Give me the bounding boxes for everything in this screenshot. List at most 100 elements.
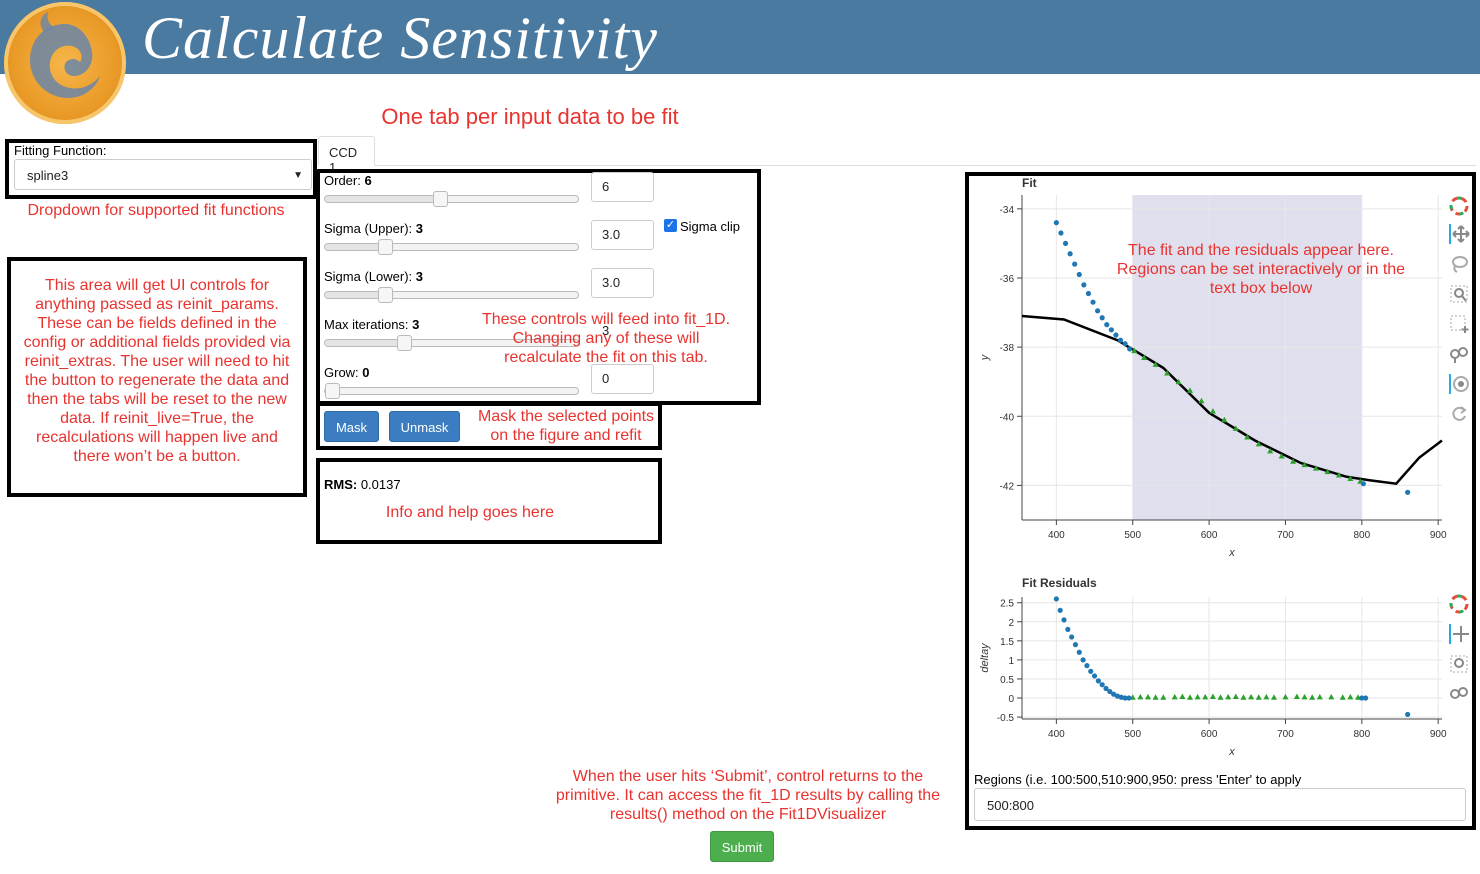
fitted-point	[1187, 694, 1193, 700]
x-tick-label: 700	[1277, 530, 1294, 541]
fitted-point	[1198, 397, 1205, 404]
masked-point	[1076, 649, 1082, 655]
app-header: Calculate Sensitivity	[0, 0, 1480, 74]
masked-point	[1095, 678, 1101, 684]
max-iterations-input[interactable]: 3	[602, 323, 610, 338]
masked-point	[1053, 596, 1059, 602]
regions-input[interactable]: 500:800	[974, 788, 1466, 821]
max-iterations-slider[interactable]	[324, 335, 579, 351]
masked-point	[1076, 271, 1082, 278]
reset-icon[interactable]	[1449, 404, 1469, 424]
fitted-point	[1301, 461, 1308, 468]
slider-handle[interactable]	[397, 335, 412, 351]
fit-plot-toolbar	[1446, 192, 1472, 432]
regions-label: Regions (i.e. 100:500,510:900,950: press…	[974, 772, 1302, 787]
x-tick-label: 400	[1048, 729, 1065, 740]
fit-chart-group: 400 500 600 700 800 900 -34 -36 -38 -40 -42 x y	[979, 195, 1447, 559]
fitted-point	[1194, 693, 1201, 700]
residuals-plot[interactable]: Fit Residuals 400 500 600 700 800 900 2.5 2 1.5 1…	[968, 575, 1476, 770]
grow-label: Grow: 0	[324, 365, 370, 380]
wheel-zoom-icon[interactable]	[1449, 344, 1469, 364]
fitted-point	[1255, 440, 1262, 447]
order-slider[interactable]	[324, 191, 579, 207]
grow-slider[interactable]	[324, 383, 579, 399]
lasso-tool-icon[interactable]	[1449, 254, 1469, 274]
tab-ccd-1[interactable]: CCD 1	[318, 136, 375, 175]
y-tick-label: 2	[1008, 618, 1014, 629]
x-tick-label: 800	[1353, 530, 1370, 541]
fit-plot[interactable]: Fit 400 500 600 700 800 900 -34 -36 -38 -40 -42 x y	[968, 175, 1476, 575]
slider-handle[interactable]	[433, 191, 448, 207]
masked-point	[1095, 308, 1101, 314]
order-input[interactable]: 6	[591, 172, 654, 202]
box-zoom-icon[interactable]	[1449, 284, 1469, 304]
x-axis-label: x	[1228, 746, 1235, 758]
bokeh-logo-icon[interactable]	[1449, 594, 1469, 614]
masked-point	[1061, 617, 1067, 623]
fitting-function-select[interactable]: spline3 ▼	[14, 159, 312, 190]
masked-point	[1108, 327, 1114, 333]
fitted-point	[1328, 693, 1335, 700]
y-tick-label: 1.5	[1000, 637, 1014, 648]
sigma-clip-checkbox[interactable]: ✓	[664, 219, 677, 232]
masked-point	[1088, 668, 1094, 674]
slider-handle[interactable]	[325, 383, 340, 399]
fitted-point	[1145, 693, 1151, 700]
y-tick-label: 2.5	[1000, 599, 1014, 610]
order-label: Order: 6	[324, 173, 372, 188]
fitting-function-value: spline3	[27, 168, 69, 183]
fitted-point	[1141, 354, 1148, 360]
masked-point	[1099, 315, 1105, 321]
dragon-logo-icon	[4, 2, 126, 124]
masked-point	[1053, 220, 1059, 226]
y-tick-label: -36	[1000, 274, 1015, 285]
fitting-function-box	[5, 139, 317, 199]
masked-point	[1359, 695, 1365, 701]
tab-divider	[318, 165, 1476, 166]
x-tick-label: 700	[1277, 729, 1294, 740]
fitted-point	[1131, 347, 1138, 354]
mask-button[interactable]: Mask	[324, 411, 379, 442]
info-annotation: Info and help goes here	[385, 504, 555, 521]
fitted-point	[1171, 693, 1178, 700]
box-zoom-icon[interactable]	[1449, 654, 1469, 674]
reinit-annotation: This area will get UI controls for anyth…	[23, 277, 291, 465]
grow-input[interactable]: 0	[591, 364, 654, 394]
masked-point	[1081, 282, 1087, 288]
fitted-point	[1293, 693, 1300, 700]
mask-annotation: Mask the selected points on the figure a…	[477, 408, 655, 444]
sigma-upper-slider[interactable]	[324, 239, 579, 255]
fitted-point	[1324, 468, 1331, 475]
unmask-button[interactable]: Unmask	[389, 411, 460, 442]
pan-tool-icon[interactable]	[1449, 624, 1469, 644]
fitted-point	[1290, 458, 1297, 464]
masked-point	[1058, 230, 1064, 236]
bokeh-logo-icon[interactable]	[1449, 196, 1469, 216]
y-tick-label: -34	[1000, 205, 1015, 216]
submit-button[interactable]: Submit	[710, 831, 774, 862]
fitted-point	[1255, 694, 1262, 700]
pan-tool-icon[interactable]	[1449, 224, 1470, 244]
tap-tool-icon[interactable]	[1449, 374, 1469, 394]
selected-region	[1132, 195, 1362, 520]
box-select-icon[interactable]	[1449, 314, 1469, 334]
masked-point	[1113, 332, 1119, 338]
wheel-zoom-icon[interactable]	[1449, 684, 1469, 704]
x-tick-label: 500	[1124, 530, 1141, 541]
fit-line	[1021, 314, 1443, 486]
sigma-upper-input[interactable]: 3.0	[591, 220, 654, 250]
y-tick-label: 0.5	[1000, 675, 1014, 686]
slider-handle[interactable]	[378, 239, 393, 255]
fitted-point	[1152, 694, 1159, 700]
slider-handle[interactable]	[378, 287, 393, 303]
fitting-function-label: Fitting Function:	[14, 143, 107, 158]
sigma-lower-input[interactable]: 3.0	[591, 268, 654, 298]
chevron-down-icon: ▼	[293, 170, 303, 181]
fitted-point	[1225, 693, 1232, 700]
sigma-lower-slider[interactable]	[324, 287, 579, 303]
fitted-point	[1221, 416, 1228, 423]
masked-point	[1080, 657, 1086, 663]
fitted-point	[1347, 693, 1354, 700]
masked-point	[1122, 695, 1128, 701]
fitted-point	[1271, 694, 1277, 700]
